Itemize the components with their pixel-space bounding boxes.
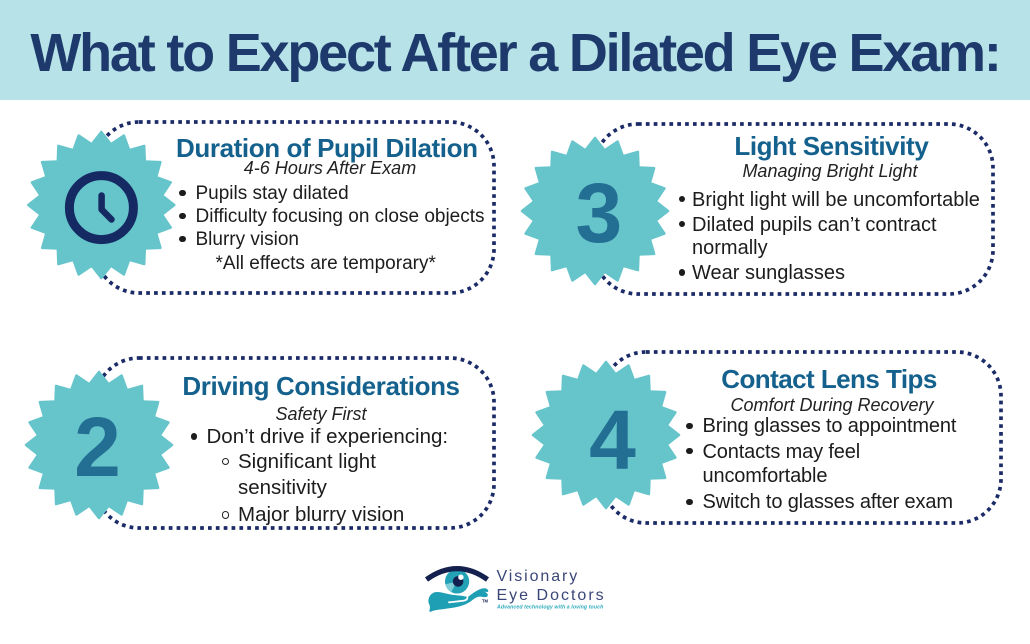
svg-text:TM: TM — [482, 599, 489, 604]
